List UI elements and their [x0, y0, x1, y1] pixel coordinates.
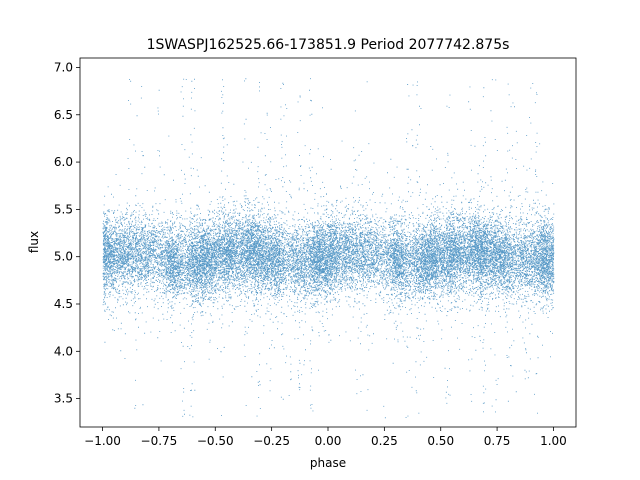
y-tick-label: 5.0 [54, 250, 73, 264]
y-tick-label: 6.5 [54, 108, 73, 122]
y-tick-label: 4.0 [54, 344, 73, 358]
y-tick-label: 5.5 [54, 202, 73, 216]
y-tick-label: 4.5 [54, 297, 73, 311]
x-tick-label: −0.75 [141, 434, 178, 448]
y-tick-label: 7.0 [54, 60, 73, 74]
x-tick-label: 0.75 [484, 434, 511, 448]
x-tick-label: −0.50 [197, 434, 234, 448]
y-axis: 3.5 4.0 4.5 5.0 5.5 6.0 6.5 7.0 [54, 60, 80, 406]
x-tick-label: 0.00 [315, 434, 342, 448]
x-tick-label: −0.25 [253, 434, 290, 448]
data-points [102, 78, 555, 419]
x-axis: −1.00 −0.75 −0.50 −0.25 0.00 0.25 0.50 0.75 1.00 [84, 427, 567, 448]
x-axis-label: phase [310, 456, 346, 470]
x-tick-label: 0.50 [427, 434, 454, 448]
x-tick-label: −1.00 [84, 434, 121, 448]
y-axis-label: flux [27, 231, 41, 253]
x-tick-label: 1.00 [540, 434, 567, 448]
scatter-points [102, 78, 555, 419]
x-tick-label: 0.25 [371, 434, 398, 448]
chart-title: 1SWASPJ162525.66-173851.9 Period 2077742… [147, 37, 510, 53]
y-tick-label: 6.0 [54, 155, 73, 169]
y-tick-label: 3.5 [54, 392, 73, 406]
